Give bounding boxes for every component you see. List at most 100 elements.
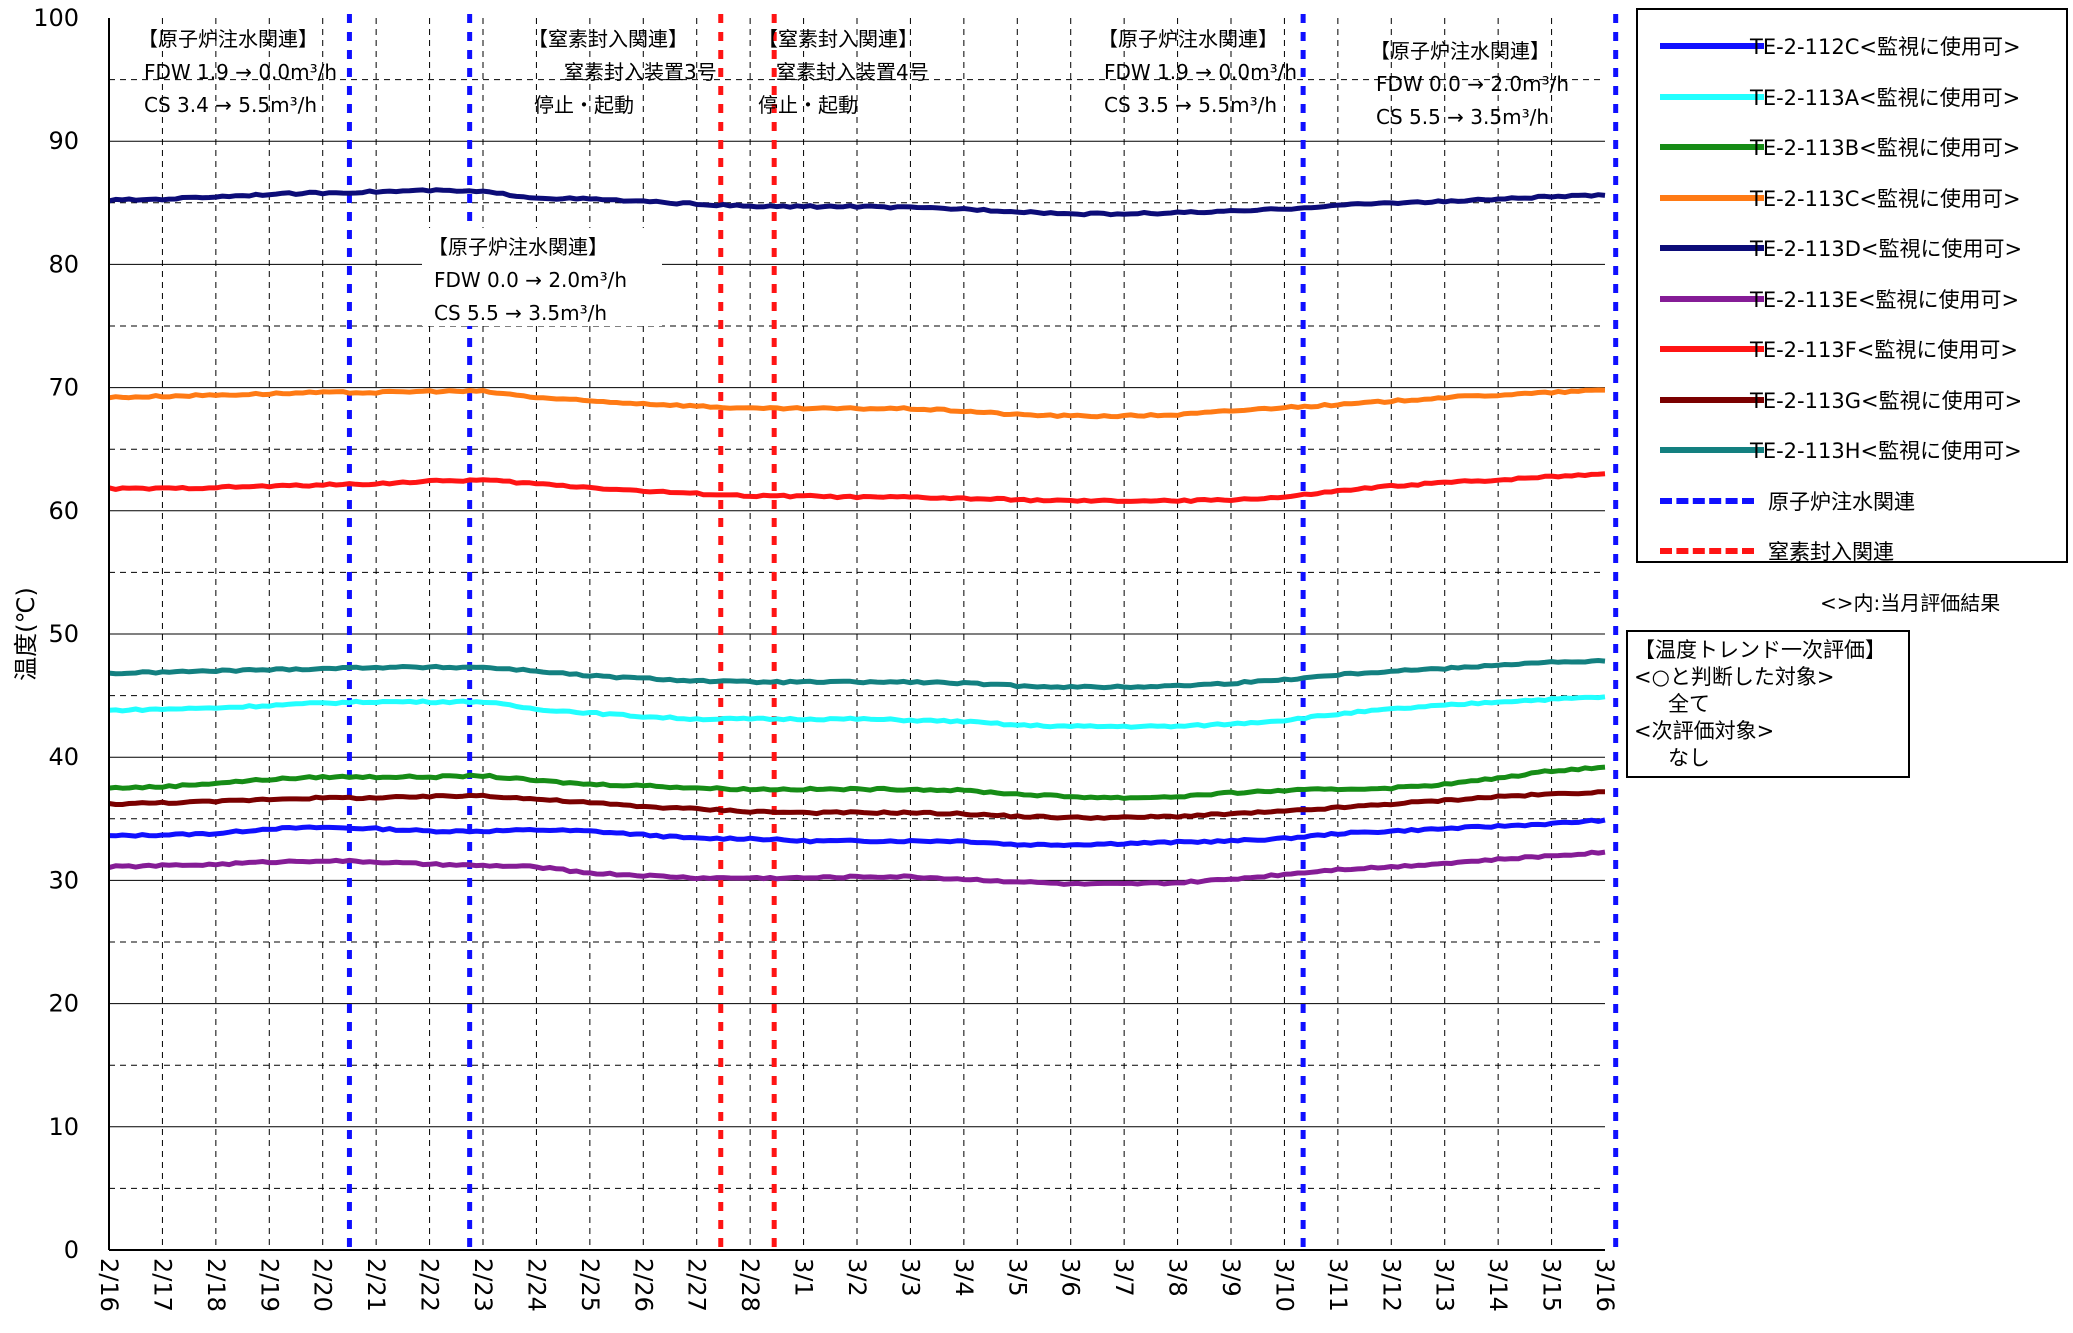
legend-swatch [1660,447,1764,453]
x-tick-label: 3/8 [1164,1258,1192,1297]
legend-label: TE-2-113A<監視に使用可> [1750,85,2021,110]
x-tick-label: 3/2 [843,1258,871,1297]
legend-item: TE-2-113C<監視に使用可> [1638,178,2068,218]
x-tick-label: 3/16 [1591,1258,1619,1312]
annotation-text: FDW 1.9 → 0.0m³/h [144,60,337,84]
series-line [108,471,1606,504]
x-tick-label: 3/5 [1003,1258,1031,1297]
annotation-text: 窒素封入装置3号 [564,60,717,84]
x-tick-label: 3/7 [1110,1258,1138,1297]
series-line [108,694,1606,730]
legend-label: 窒素封入関連 [1768,540,1894,564]
legend-label: 原子炉注水関連 [1768,489,1915,514]
legend-item: TE-2-113G<監視に使用可> [1638,380,2068,420]
y-tick-label: 70 [48,374,79,402]
annotation-text: FDW 0.0 → 2.0m³/h [434,268,627,292]
y-tick-label: 50 [48,620,79,648]
annotation-text: 【原子炉注水関連】 [1098,27,1278,51]
x-tick-label: 2/19 [255,1258,283,1312]
y-tick-label: 60 [48,497,79,525]
legend-swatch [1660,194,1764,201]
x-tick-label: 2/28 [736,1258,764,1312]
legend-swatch [1660,548,1754,554]
annotations: 【原子炉注水関連】 FDW 1.9 → 0.0m³/h CS 3.4 → 5.5m³… [138,27,1569,326]
y-tick-label: 10 [48,1113,79,1141]
evaluation-line: <次評価対象> [1634,719,1775,743]
annotation-text: CS 5.5 → 3.5m³/h [434,301,607,325]
y-tick-label: 90 [48,127,79,155]
evaluation-line: <○と判断した対象> [1634,665,1835,689]
series-line [108,387,1606,420]
legend-item: TE-2-113B<監視に使用可> [1638,127,2068,167]
x-tick-label: 3/1 [790,1258,818,1297]
x-tick-label: 3/3 [896,1258,924,1297]
evaluation-box: 【温度トレンド一次評価】 <○と判断した対象> 全て <次評価対象> なし [1626,630,1910,778]
legend-swatch [1660,295,1764,302]
annotation-text: 【原子炉注水関連】 [1370,39,1550,63]
legend-item: TE-2-112C<監視に使用可> [1638,26,2068,66]
annotation-text: 停止・起動 [758,93,858,117]
legend-label: TE-2-113E<監視に使用可> [1750,287,2020,312]
x-tick-label: 2/22 [416,1258,444,1312]
x-tick-label: 3/14 [1484,1258,1512,1312]
annotation-text: 【原子炉注水関連】 [138,27,318,51]
annotation-text: FDW 1.9 → 0.0m³/h [1104,60,1297,84]
annotation-text: CS 3.5 → 5.5m³/h [1104,93,1277,117]
legend-item: TE-2-113A<監視に使用可> [1638,77,2068,117]
annotation-background [422,228,662,326]
legend-swatch [1660,346,1764,352]
evaluation-line: なし [1668,746,1710,770]
y-tick-label: 30 [48,866,79,894]
series-line [108,187,1606,218]
y-tick-label: 80 [48,250,79,278]
event-lines [346,14,1619,1256]
x-tick-label: 3/4 [950,1258,978,1297]
x-tick-label: 2/17 [148,1258,176,1312]
annotation-text: 停止・起動 [534,93,634,117]
x-tick-label: 3/10 [1270,1258,1298,1312]
legend-swatch [1660,396,1764,403]
legend-swatch [1660,43,1764,49]
y-tick-label: 0 [64,1236,79,1264]
legend-label: TE-2-113G<監視に使用可> [1750,388,2023,413]
legend-label: TE-2-113B<監視に使用可> [1750,136,2021,160]
x-tick-label: 2/24 [522,1258,550,1312]
series-line [108,789,1605,821]
x-tick-label: 2/27 [683,1258,711,1312]
legend-item: 原子炉注水関連 [1638,481,2068,521]
legend-item: TE-2-113E<監視に使用可> [1638,279,2068,319]
legend-swatch [1660,245,1764,251]
series-lines [108,187,1606,887]
legend-label: TE-2-112C<監視に使用可> [1750,35,2021,59]
x-tick-label: 2/21 [362,1258,390,1312]
y-tick-label: 100 [33,4,79,32]
legend-label: TE-2-113H<監視に使用可> [1750,439,2022,463]
x-tick-label: 2/23 [469,1258,497,1312]
annotation-text: 【窒素封入関連】 [528,27,688,51]
series-line [108,658,1606,691]
legend-item: TE-2-113F<監視に使用可> [1638,329,2068,369]
legend-note: <>内:当月評価結果 [1820,591,2001,615]
y-tick-label: 20 [48,990,79,1018]
annotation-text: 【窒素封入関連】 [758,27,918,51]
x-tick-label: 3/9 [1217,1258,1245,1297]
legend-swatch [1660,497,1754,504]
annotation-text: 窒素封入装置4号 [776,60,929,84]
x-tick-label: 3/6 [1057,1258,1085,1297]
legend-label: TE-2-113C<監視に使用可> [1750,186,2021,211]
legend-item: TE-2-113H<監視に使用可> [1638,430,2068,470]
legend: TE-2-112C<監視に使用可> TE-2-113A<監視に使用可> TE-2-1… [1636,8,2068,564]
legend-label: TE-2-113F<監視に使用可> [1750,338,2018,362]
x-tick-label: 3/12 [1377,1258,1405,1312]
x-tick-label: 2/18 [202,1258,230,1312]
legend-item: TE-2-113D<監視に使用可> [1638,228,2068,268]
legend-label: TE-2-113D<監視に使用可> [1750,237,2023,261]
x-tick-label: 2/26 [629,1258,657,1312]
axes: 0 10 20 30 40 50 60 70 80 90 100 温度(℃) 2/16 2/17 2/18 2… [12,4,1619,1312]
x-tick-label: 3/15 [1538,1258,1566,1312]
y-tick-label: 40 [48,743,79,771]
series-line [108,817,1606,848]
evaluation-line: 全て [1668,692,1710,716]
y-axis-label: 温度(℃) [12,587,40,681]
